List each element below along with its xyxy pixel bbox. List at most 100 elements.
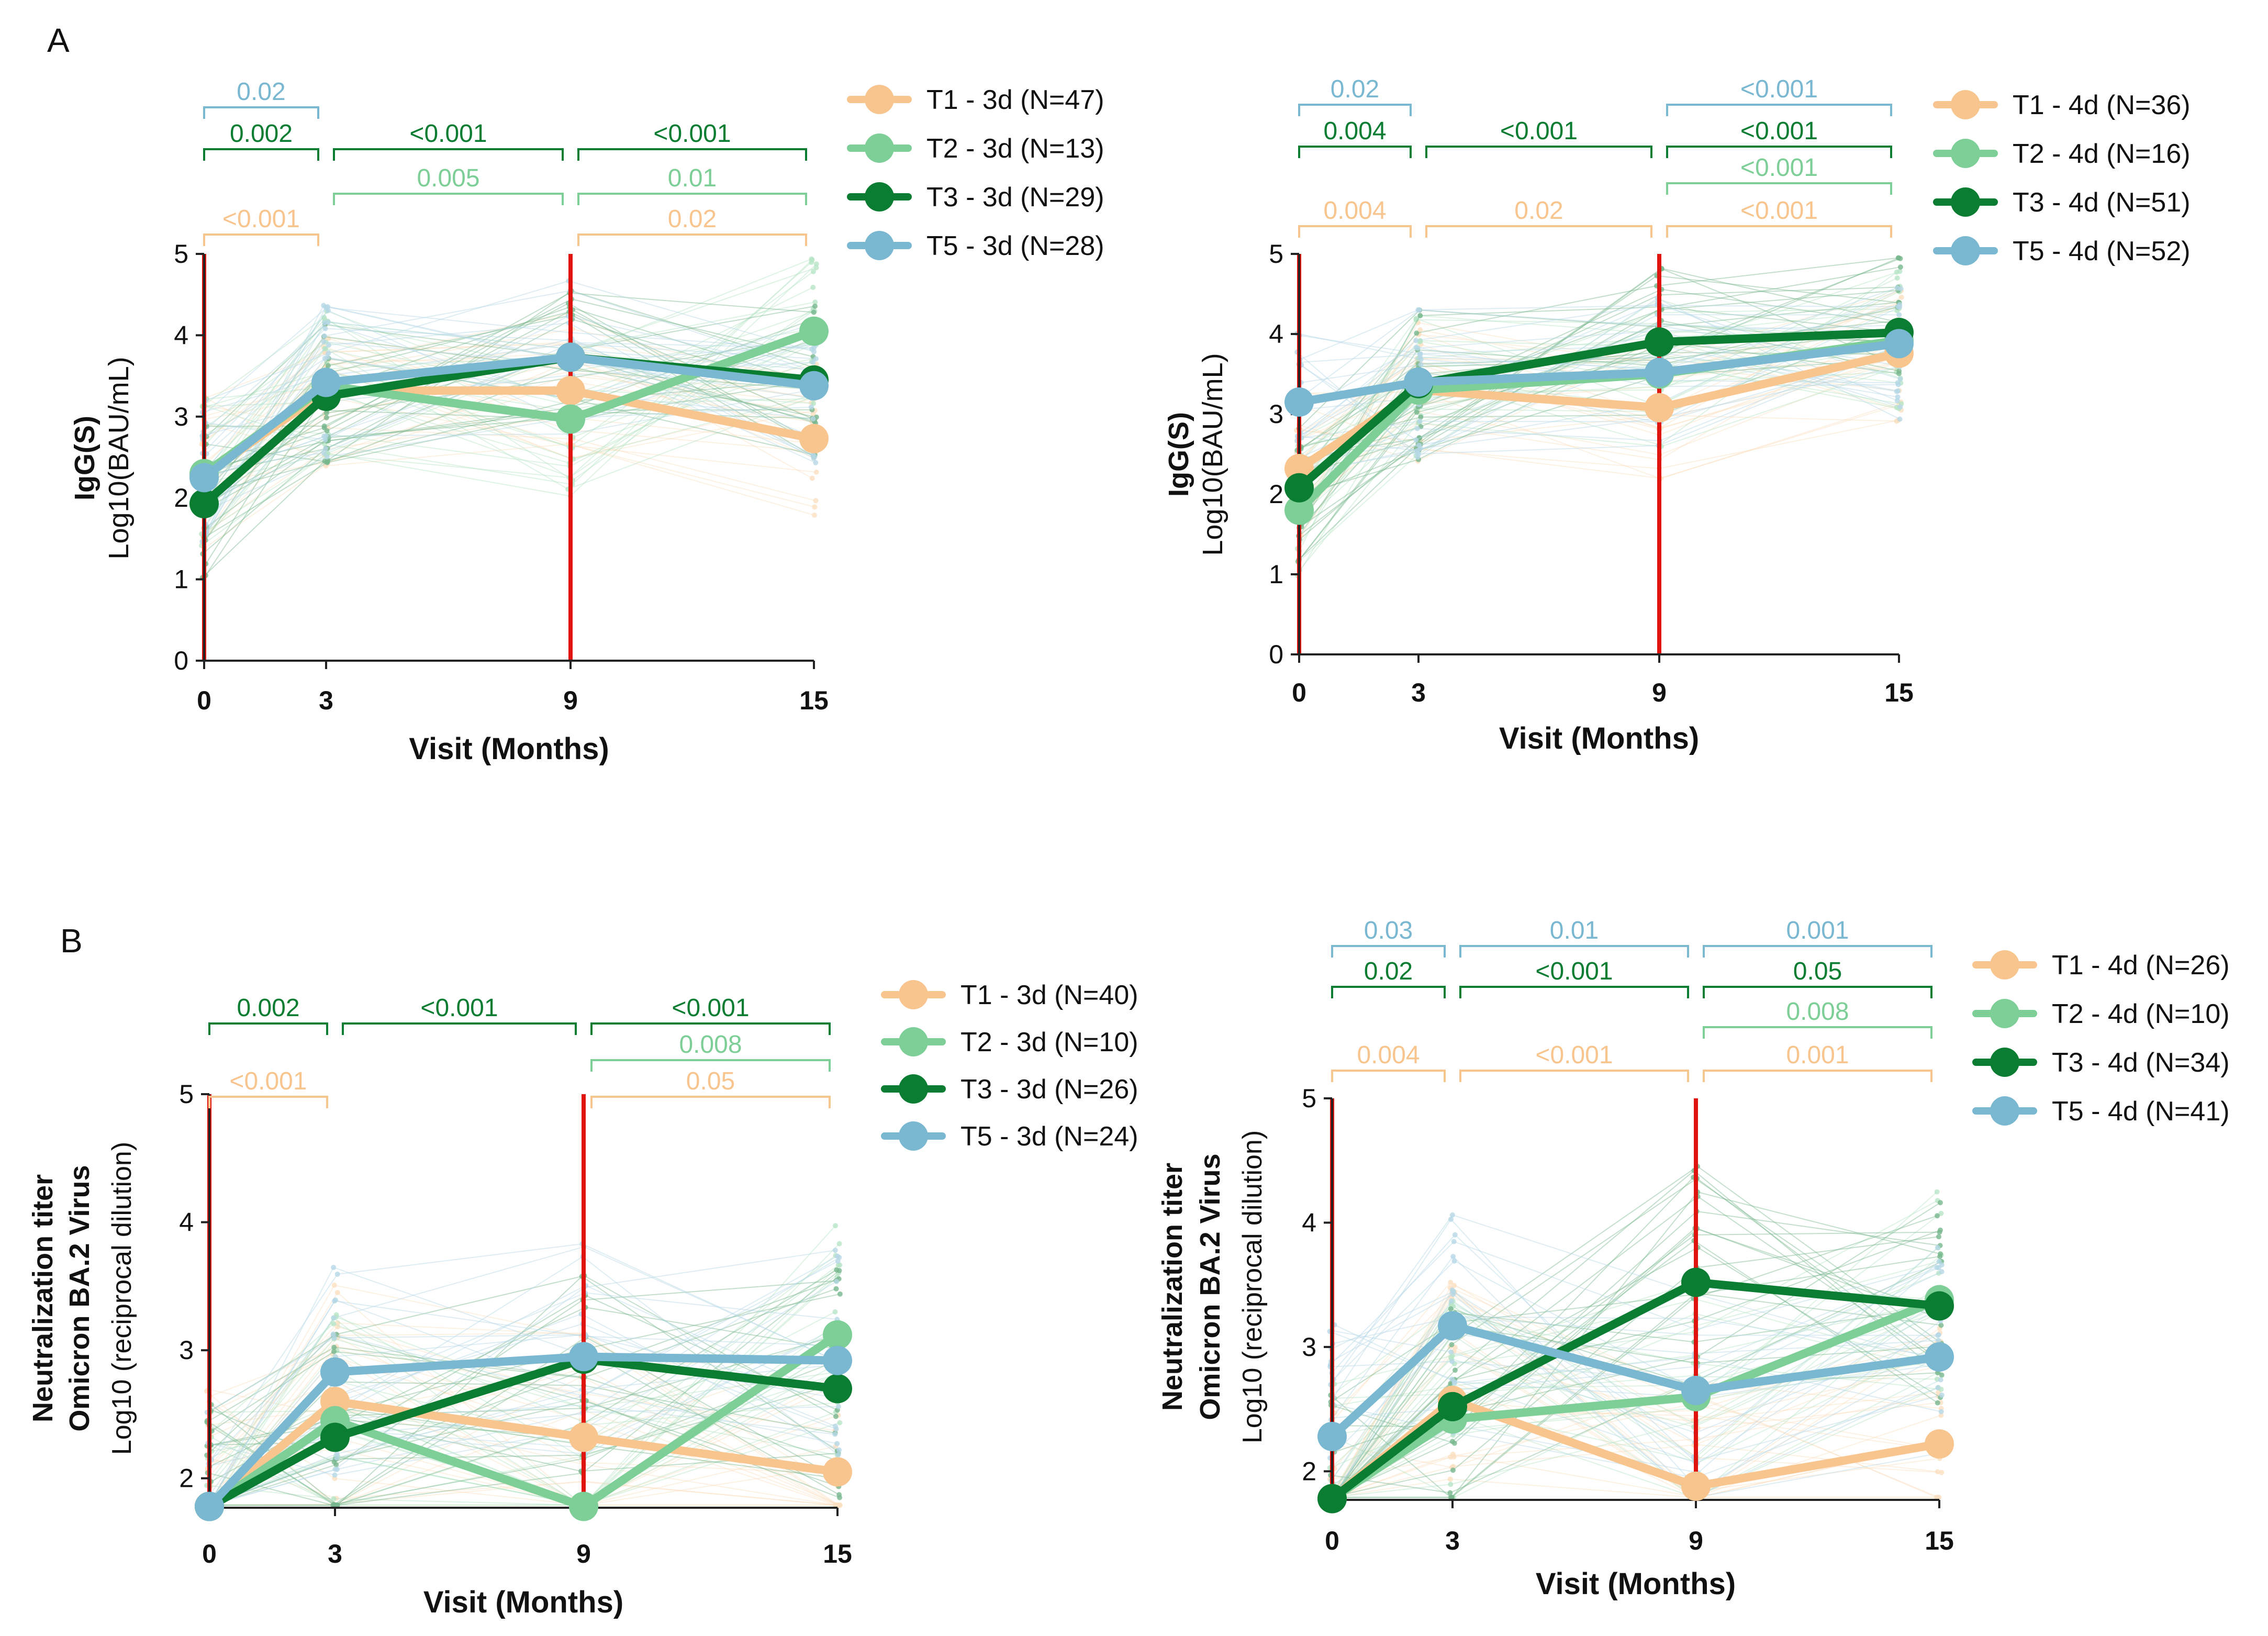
individual-point-T5 <box>811 345 817 351</box>
legend-swatch-marker <box>1951 187 1980 217</box>
individual-point-T3 <box>331 1349 337 1354</box>
y-axis-label: IgG(S) Log10(BAU/mL) <box>69 357 135 559</box>
individual-point-T3 <box>330 1503 336 1508</box>
individual-point-T2 <box>325 431 331 437</box>
individual-point-T2 <box>1450 1304 1456 1309</box>
individual-point-T1 <box>833 1443 839 1449</box>
legend-item-T5: T5 - 3d (N=28) <box>847 231 1104 261</box>
individual-trace-T1 <box>202 337 814 513</box>
individual-point-T3 <box>1416 447 1422 453</box>
individual-point-T3 <box>1451 1440 1457 1446</box>
individual-point-T5 <box>833 1426 839 1432</box>
x-tick-label: 3 <box>319 686 333 715</box>
series-line-T5 <box>205 1352 842 1511</box>
individual-point-T3 <box>326 355 331 361</box>
individual-trace-T5 <box>203 306 816 415</box>
individual-point-T1 <box>1415 420 1421 426</box>
individual-point-T2 <box>809 257 815 263</box>
legend-item-T3: T3 - 4d (N=34) <box>1972 1048 2230 1078</box>
individual-trace-T1 <box>209 1348 836 1506</box>
legend-item-T1: T1 - 4d (N=36) <box>1933 90 2191 120</box>
individual-point-T1 <box>1896 388 1902 394</box>
y-tick-label: 5 <box>174 239 188 269</box>
individual-point-T3 <box>1939 1259 1945 1264</box>
individual-point-T1 <box>325 425 330 431</box>
legend-item-T2: T2 - 4d (N=10) <box>1972 999 2230 1029</box>
individual-point-T5 <box>810 416 816 422</box>
individual-point-T1 <box>833 1503 839 1508</box>
individual-trace-T5 <box>1333 1387 1938 1478</box>
individual-trace-T2 <box>210 1371 840 1506</box>
individual-trace-T5 <box>211 1250 835 1506</box>
individual-point-T2 <box>832 1309 838 1315</box>
individual-point-T5 <box>325 304 330 309</box>
individual-trace-T1 <box>208 1376 837 1506</box>
chart-A-3d: 0 1 2 3 4 5 0 3 9 15 Visit (Months) IgG(S) Log10(BAU… <box>69 78 1104 766</box>
individual-point-T1 <box>1452 1344 1458 1350</box>
individual-point-T5 <box>321 450 327 456</box>
significance-bracket: <0.001 <box>333 120 564 161</box>
individual-point-T2 <box>835 1262 841 1268</box>
series-point-T2-15 <box>823 1320 852 1350</box>
individual-point-T2 <box>810 269 816 274</box>
individual-point-T1 <box>1898 294 1904 300</box>
individual-point-T2 <box>1413 453 1419 459</box>
individual-trace-T1 <box>204 341 814 448</box>
individual-point-T5 <box>1895 304 1901 309</box>
x-tick-label: 9 <box>1652 678 1667 707</box>
individual-point-T2 <box>1938 1210 1944 1216</box>
y-tick-label: 3 <box>1302 1332 1316 1362</box>
individual-point-T5 <box>834 1278 840 1284</box>
individual-trace-T2 <box>211 1373 837 1506</box>
y-tick-label: 3 <box>174 402 188 431</box>
bracket-p-value: 0.02 <box>1514 197 1563 225</box>
individual-point-T3 <box>837 1291 843 1297</box>
bracket-p-value: 0.004 <box>1323 197 1386 225</box>
legend: T1 - 3d (N=40) T2 - 3d (N=10) T3 - 3d (N=2… <box>881 980 1138 1152</box>
legend-item-T5: T5 - 4d (N=41) <box>1972 1096 2230 1127</box>
individual-point-T3 <box>1415 441 1421 447</box>
legend-label: T3 - 4d (N=51) <box>2013 187 2191 218</box>
individual-point-T3 <box>1414 446 1420 451</box>
individual-trace-T3 <box>202 379 815 578</box>
individual-point-T2 <box>1450 1495 1456 1500</box>
individual-point-T3 <box>812 303 818 309</box>
individual-point-T5 <box>1418 357 1424 362</box>
individual-point-T1 <box>812 407 818 413</box>
individual-point-T3 <box>324 428 330 433</box>
series-point-T5-0 <box>1284 387 1314 417</box>
individual-point-T1 <box>1450 1464 1456 1470</box>
individual-point-T2 <box>334 1454 340 1460</box>
individual-point-T2 <box>331 1336 337 1342</box>
individual-point-T5 <box>809 346 815 352</box>
individual-trace-T3 <box>1330 1256 1940 1403</box>
legend-label: T1 - 3d (N=47) <box>926 85 1104 115</box>
individual-point-T3 <box>1418 414 1424 420</box>
individual-trace-T1 <box>1333 1290 1942 1498</box>
significance-bracket: <0.001 <box>342 994 577 1035</box>
significance-bracket: 0.002 <box>208 994 328 1035</box>
individual-point-T3 <box>1448 1381 1454 1386</box>
individual-trace-T1 <box>211 1345 835 1506</box>
individual-point-T3 <box>1896 371 1902 376</box>
individual-point-T5 <box>1452 1380 1458 1386</box>
individual-point-T5 <box>1415 307 1421 313</box>
individual-point-T5 <box>1415 345 1421 351</box>
y-tick-label: 3 <box>1269 399 1283 429</box>
series-point-T5-3 <box>1404 367 1433 397</box>
individual-point-T1 <box>1936 1495 1942 1500</box>
individual-point-T5 <box>1451 1288 1457 1294</box>
individual-point-T2 <box>1448 1301 1454 1307</box>
significance-bracket: <0.001 <box>208 1067 328 1108</box>
individual-point-T5 <box>1898 286 1904 292</box>
individual-point-T2 <box>1936 1270 1941 1276</box>
individual-point-T3 <box>1417 307 1423 313</box>
individual-point-T2 <box>1938 1386 1944 1392</box>
series-point-T3-0 <box>189 489 219 519</box>
individual-point-T2 <box>1894 308 1900 314</box>
y-axis-label-line2: Log10(BAU/mL) <box>103 357 135 559</box>
individual-trace-T1 <box>204 396 817 473</box>
significance-bracket: 0.01 <box>577 164 807 205</box>
individual-point-T5 <box>1894 388 1900 394</box>
individual-point-T1 <box>1898 288 1904 294</box>
